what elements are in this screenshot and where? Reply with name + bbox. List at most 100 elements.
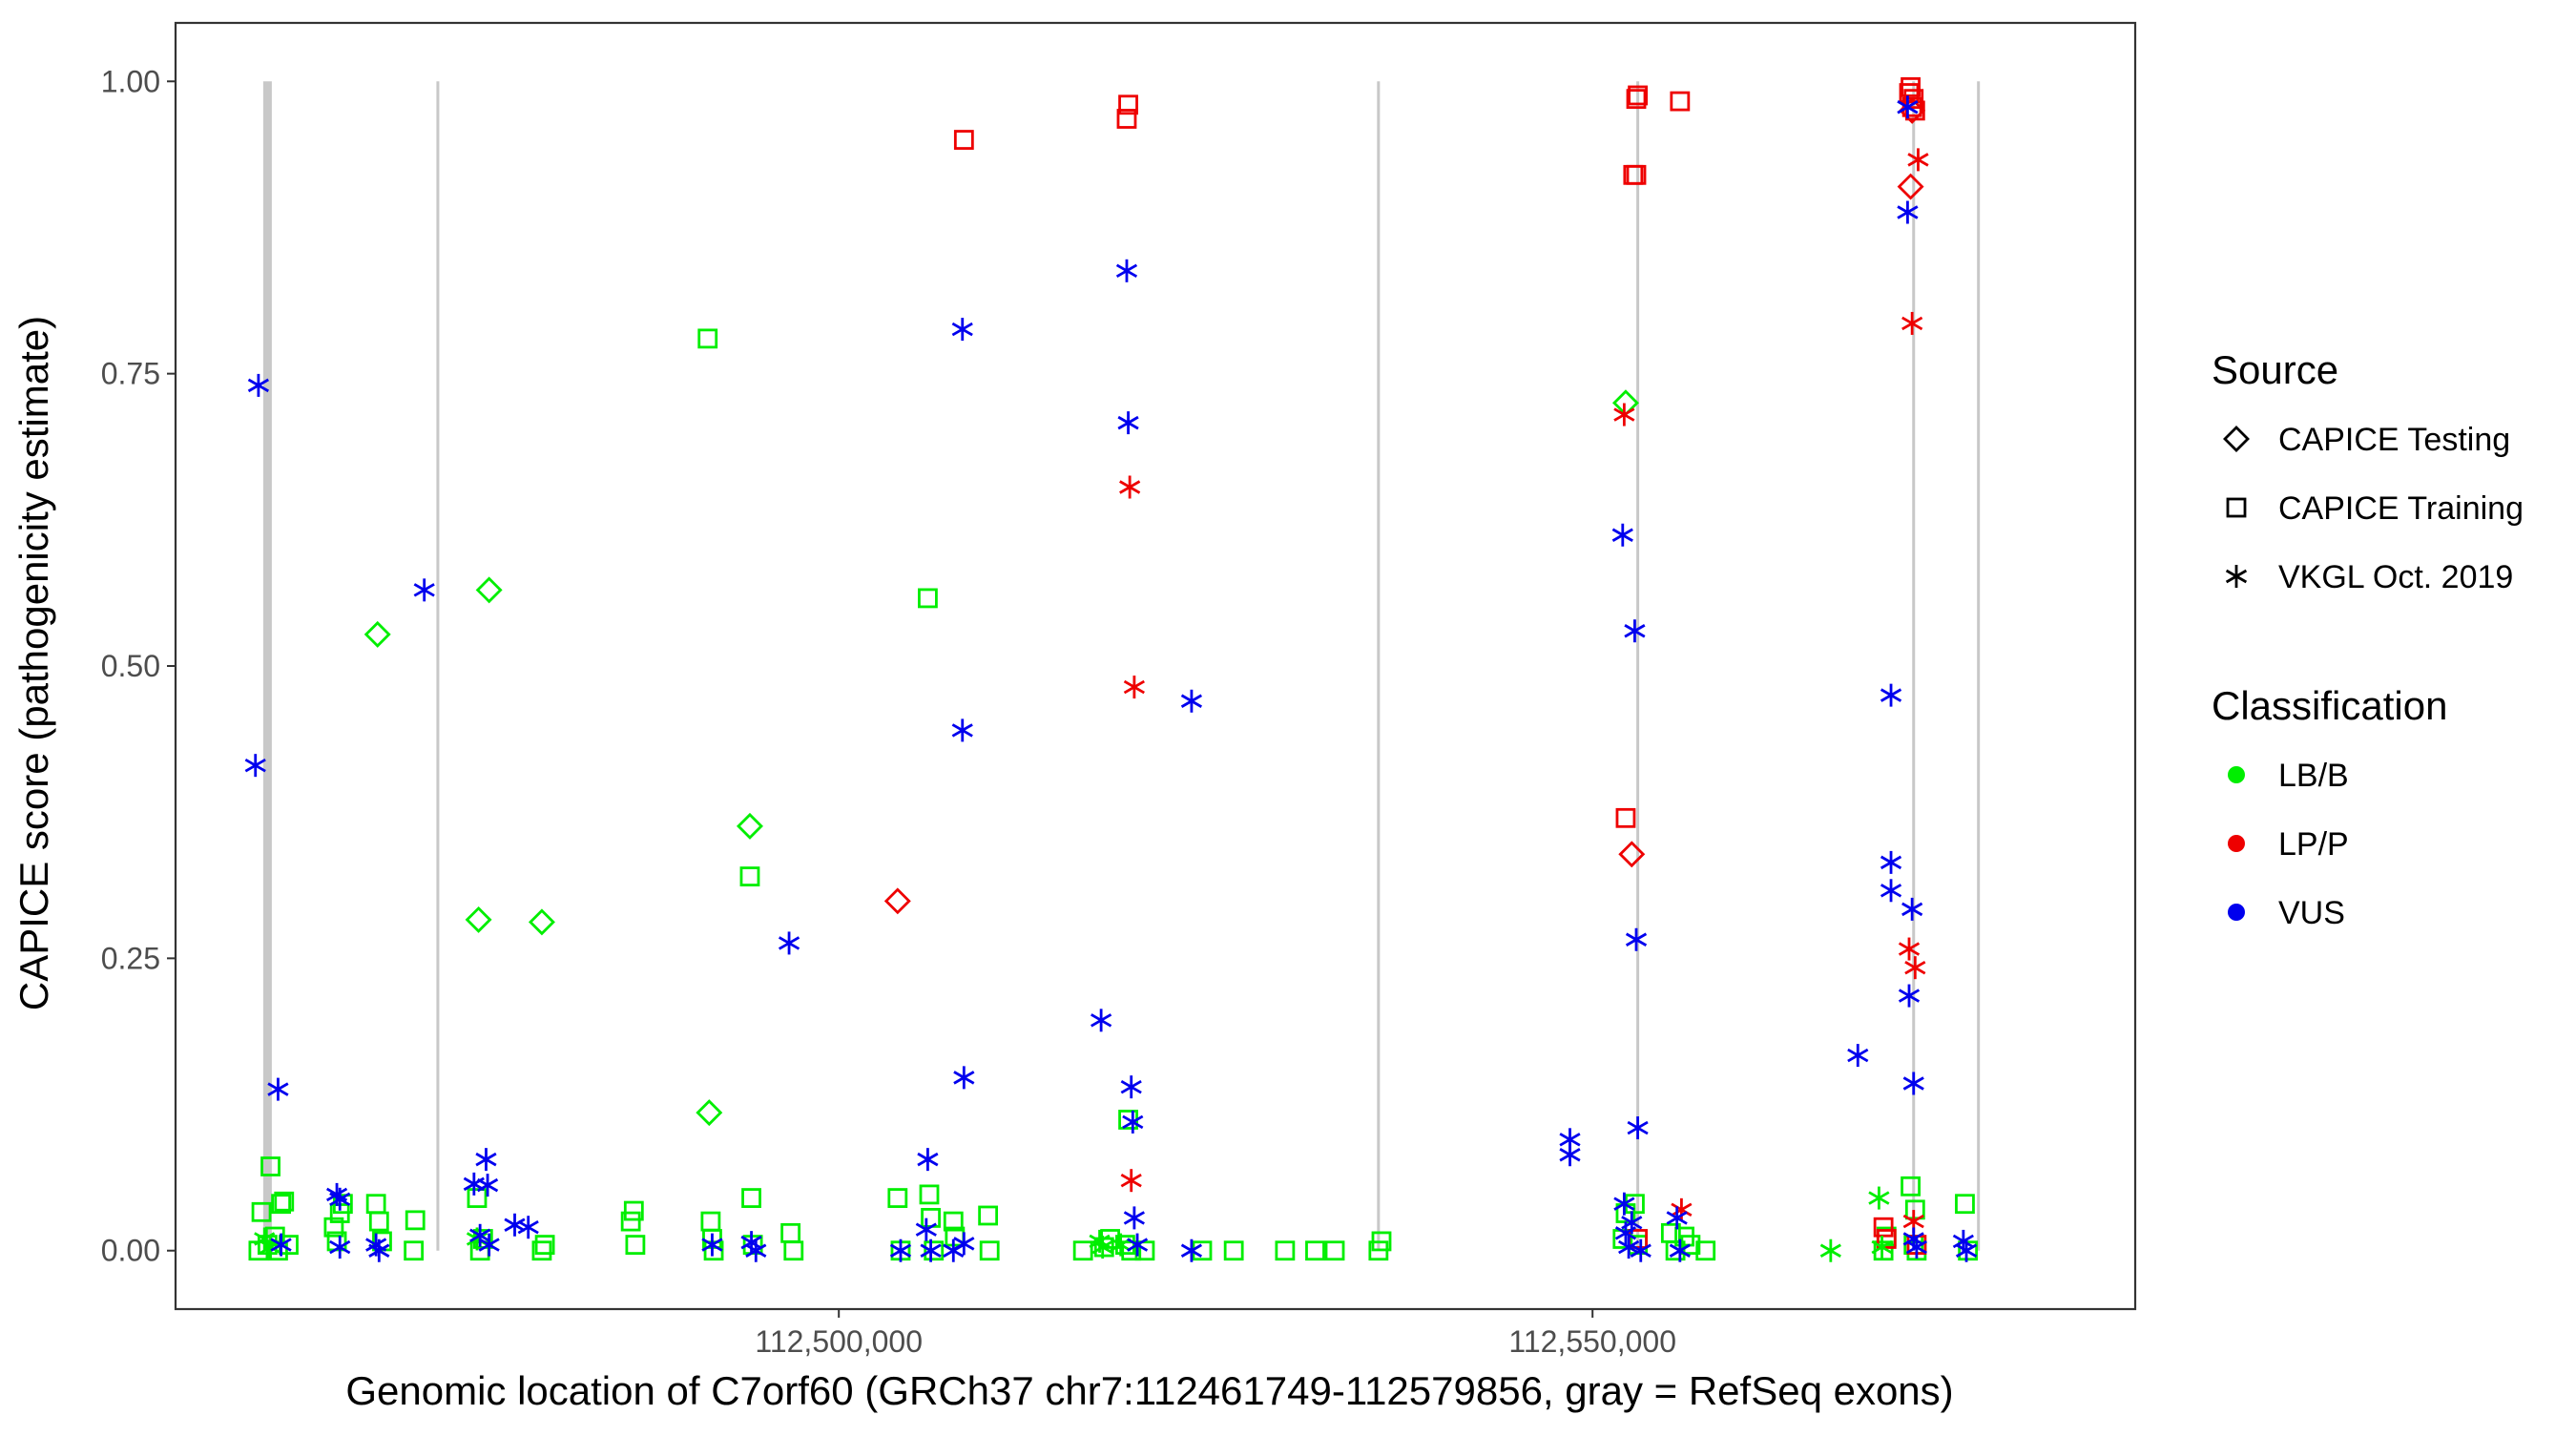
data-point (1305, 1240, 1325, 1261)
star-stroke (475, 1152, 497, 1167)
data-points (244, 77, 1979, 1262)
star-stroke (1123, 1211, 1145, 1225)
data-point (476, 1174, 499, 1197)
star-stroke (1618, 1239, 1640, 1255)
data-point (778, 931, 800, 955)
star-stroke (476, 1177, 499, 1193)
data-point (1847, 1044, 1869, 1068)
data-point (1116, 109, 1137, 129)
y-tick-label: 0.25 (101, 941, 160, 975)
data-point (1898, 937, 1921, 961)
star-stroke (1905, 1239, 1927, 1255)
data-point (1621, 1211, 1643, 1235)
star-stroke (1180, 1243, 1203, 1258)
data-point (979, 1240, 1000, 1261)
star-stroke (1904, 960, 1926, 975)
data-point (1120, 1075, 1142, 1099)
star-stroke (1621, 1216, 1643, 1230)
star-stroke (889, 1243, 912, 1258)
star-stroke (1880, 688, 1902, 702)
star-stroke (1120, 1079, 1142, 1094)
data-point (1371, 1231, 1392, 1252)
data-point (1615, 807, 1636, 828)
data-point (1958, 1240, 1979, 1261)
exon-lines (262, 81, 1981, 1251)
data-point (1871, 1236, 1893, 1259)
data-point (739, 866, 760, 886)
star-stroke (517, 1220, 539, 1235)
data-point (1624, 619, 1646, 643)
data-point (271, 1194, 292, 1215)
data-point (1670, 91, 1691, 112)
data-point (1625, 927, 1648, 951)
star-stroke (778, 936, 800, 950)
data-point (1904, 956, 1926, 980)
data-point (1115, 259, 1138, 282)
data-point (1902, 1072, 1924, 1095)
star-stroke (244, 758, 266, 773)
star-stroke (270, 1238, 292, 1252)
x-tick-label: 112,550,000 (1508, 1324, 1676, 1359)
data-point (244, 754, 266, 778)
star-stroke (1119, 480, 1141, 494)
data-point (740, 1231, 762, 1255)
data-point (368, 1211, 389, 1232)
data-point (1628, 85, 1648, 106)
legend: Source CAPICE Testing CAPICE Training VKGL … (2212, 347, 2524, 931)
star-stroke (1122, 1114, 1144, 1130)
data-point (1613, 403, 1635, 427)
star-stroke (365, 1238, 387, 1252)
star-stroke (1115, 263, 1138, 279)
star-stroke (740, 1235, 762, 1250)
star-stroke (1871, 1239, 1893, 1255)
star-stroke (1666, 1211, 1688, 1225)
data-point (1666, 1206, 1688, 1230)
data-point (1611, 523, 1633, 547)
data-point (1873, 1217, 1894, 1238)
star-stroke (1110, 1238, 1132, 1252)
data-point (1123, 1206, 1145, 1230)
star-stroke (1897, 205, 1919, 219)
data-point (1907, 148, 1929, 172)
star-stroke (254, 1232, 276, 1246)
data-point (1630, 1238, 1652, 1262)
star-stroke (1117, 415, 1139, 430)
data-point (1091, 1236, 1113, 1259)
x-tick-label: 112,500,000 (755, 1324, 923, 1359)
legend-title: Source (2212, 347, 2338, 392)
data-point (915, 1217, 937, 1241)
legend-key-dot (2228, 766, 2245, 783)
legend-key-square (2226, 497, 2247, 518)
star-stroke (267, 1082, 289, 1096)
star-stroke (469, 1228, 491, 1243)
data-point (701, 1233, 723, 1257)
data-point (1180, 689, 1203, 713)
data-point (889, 1238, 912, 1262)
star-stroke (1630, 1243, 1652, 1258)
data-point (620, 1211, 641, 1232)
data-point (1880, 683, 1902, 707)
star-stroke (920, 1243, 942, 1258)
star-stroke (953, 1237, 975, 1251)
data-point (696, 1099, 723, 1127)
data-point (924, 1240, 945, 1261)
data-point (697, 328, 718, 349)
data-point (703, 1240, 724, 1261)
data-point (1117, 411, 1139, 435)
legend-label: VUS (2278, 895, 2345, 931)
data-point (1626, 89, 1647, 110)
star-stroke (915, 1222, 937, 1237)
data-point (887, 1188, 908, 1208)
star-stroke (325, 1187, 348, 1202)
data-point (469, 1223, 491, 1247)
star-stroke (1559, 1133, 1581, 1147)
data-point (1118, 94, 1138, 115)
star-stroke (1902, 1214, 1924, 1229)
data-point (741, 1188, 761, 1208)
data-point (475, 576, 503, 604)
data-point (267, 1077, 289, 1101)
star-stroke (329, 1192, 351, 1207)
y-tick-label: 0.75 (101, 357, 160, 391)
data-point (475, 1148, 497, 1172)
